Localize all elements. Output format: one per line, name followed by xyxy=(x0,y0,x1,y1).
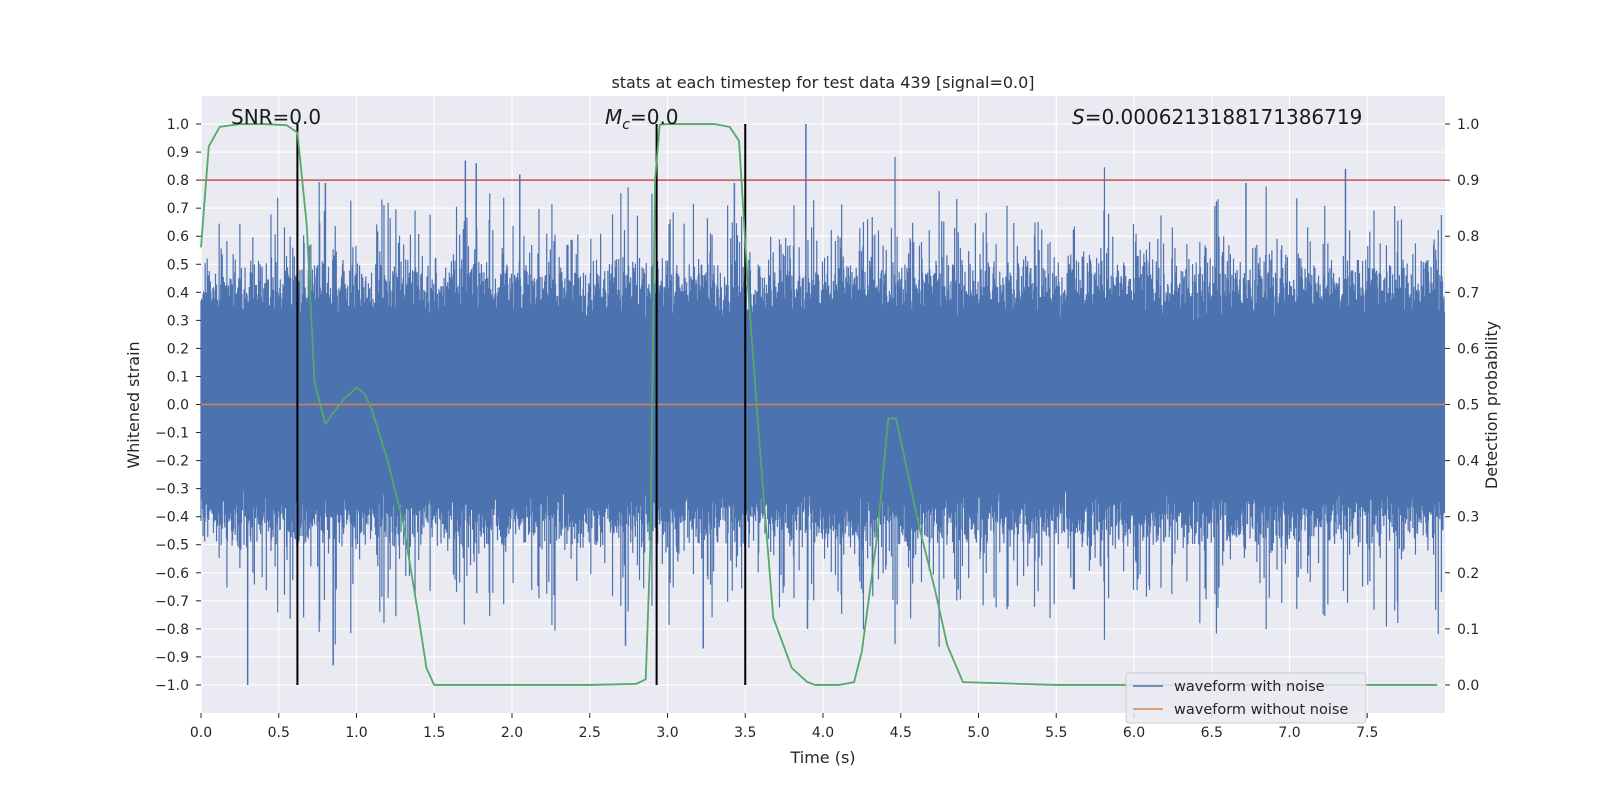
y-right-tick-label: 0.8 xyxy=(1457,229,1479,245)
chart-title: stats at each timestep for test data 439… xyxy=(611,73,1034,92)
y-right-tick-label: 0.7 xyxy=(1457,285,1479,301)
probability-series xyxy=(200,123,1438,686)
mc-symbol: M xyxy=(605,105,622,129)
x-tick-label: 7.5 xyxy=(1356,725,1378,741)
y-left-tick-label: −0.4 xyxy=(155,510,189,526)
y-right-tick-label: 0.4 xyxy=(1457,454,1479,470)
y-left-tick-label: 0.0 xyxy=(167,398,189,414)
s-symbol: S xyxy=(1072,105,1085,129)
y-left-tick-label: −0.7 xyxy=(155,594,189,610)
y-left-tick-label: 0.1 xyxy=(167,369,189,385)
x-tick-label: 3.5 xyxy=(734,725,756,741)
x-tick-label: 4.5 xyxy=(890,725,912,741)
y-right-tick-label: 1.0 xyxy=(1457,117,1479,133)
x-tick-label: 7.0 xyxy=(1278,725,1300,741)
y-axis-label-right: Detection probability xyxy=(1482,321,1501,489)
y-left-tick-label: 0.5 xyxy=(167,257,189,273)
mc-subscript: c xyxy=(622,117,630,133)
s-value: =0.0006213188171386719 xyxy=(1085,105,1363,129)
mc-annotation: Mc=0.0 xyxy=(605,105,679,133)
y-right-tick-label: 0.2 xyxy=(1457,566,1479,582)
y-left-tick-label: 0.6 xyxy=(167,229,189,245)
x-tick-label: 6.5 xyxy=(1201,725,1223,741)
legend-label-clean: waveform without noise xyxy=(1174,702,1348,718)
x-tick-label: 3.0 xyxy=(656,725,678,741)
snr-annotation: SNR=0.0 xyxy=(231,105,321,129)
legend: waveform with noise waveform without noi… xyxy=(1125,672,1367,724)
detection-probability-line xyxy=(200,123,1438,686)
x-tick-label: 6.0 xyxy=(1123,725,1145,741)
x-tick-label: 1.5 xyxy=(423,725,445,741)
y-right-tick-label: 0.5 xyxy=(1457,398,1479,414)
x-tick-label: 5.5 xyxy=(1045,725,1067,741)
x-tick-label: 0.0 xyxy=(190,725,212,741)
y-right-tick-label: 0.9 xyxy=(1457,173,1479,189)
legend-label-noise: waveform with noise xyxy=(1174,679,1325,695)
y-left-tick-label: −0.6 xyxy=(155,566,189,582)
y-left-tick-label: 0.3 xyxy=(167,313,189,329)
y-right-tick-label: 0.1 xyxy=(1457,622,1479,638)
y-left-tick-label: −0.8 xyxy=(155,622,189,638)
y-right-tick-label: 0.3 xyxy=(1457,510,1479,526)
mc-value: =0.0 xyxy=(630,105,679,129)
y-left-tick-label: 0.9 xyxy=(167,145,189,161)
y-left-tick-label: −0.5 xyxy=(155,538,189,554)
legend-box xyxy=(1125,672,1367,724)
y-left-tick-labels: −1.0 −0.9 −0.8 −0.7 −0.6 −0.5 −0.4 −0.3 −0.2 −0.1… xyxy=(155,117,201,694)
x-tick-label: 0.5 xyxy=(268,725,290,741)
noise-series xyxy=(200,124,1446,685)
x-tick-label: 5.0 xyxy=(967,725,989,741)
x-tick-label: 1.0 xyxy=(345,725,367,741)
x-tick-label: 2.0 xyxy=(501,725,523,741)
y-left-tick-label: 1.0 xyxy=(167,117,189,133)
y-axis-label-left: Whitened strain xyxy=(124,341,143,468)
x-tick-label: 2.5 xyxy=(579,725,601,741)
y-right-tick-label: 0.6 xyxy=(1457,341,1479,357)
s-annotation: S=0.0006213188171386719 xyxy=(1072,105,1362,129)
y-left-tick-label: −0.3 xyxy=(155,482,189,498)
y-left-tick-label: 0.8 xyxy=(167,173,189,189)
y-left-tick-label: −0.1 xyxy=(155,426,189,442)
x-axis-label: Time (s) xyxy=(789,748,855,767)
y-left-tick-label: −0.2 xyxy=(155,454,189,470)
x-tick-labels: 0.0 0.5 1.0 1.5 2.0 2.5 3.0 3.5 4.0 4.5 5.0 5.5 6.0 6… xyxy=(190,713,1378,741)
y-left-tick-label: 0.2 xyxy=(167,341,189,357)
y-left-tick-label: −1.0 xyxy=(155,678,189,694)
y-left-tick-label: 0.4 xyxy=(167,285,189,301)
x-tick-label: 4.0 xyxy=(812,725,834,741)
y-left-tick-label: −0.9 xyxy=(155,650,189,666)
y-left-tick-label: 0.7 xyxy=(167,201,189,217)
y-right-tick-label: 0.0 xyxy=(1457,678,1479,694)
vertical-lines xyxy=(296,124,747,685)
y-right-tick-labels: 0.0 0.1 0.2 0.3 0.4 0.5 0.6 0.7 0.8 0.9 1.0 xyxy=(1445,117,1479,694)
